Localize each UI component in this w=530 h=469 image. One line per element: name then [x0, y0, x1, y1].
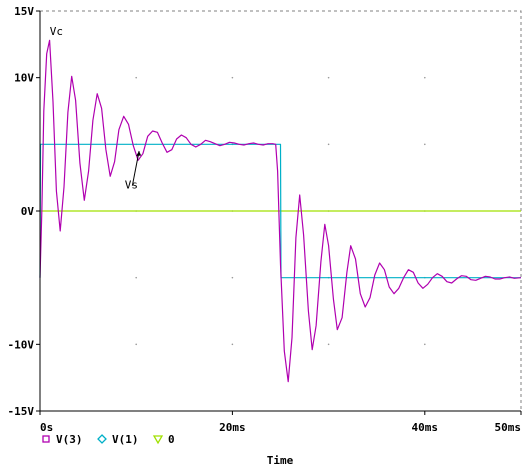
series-layer: [39, 39, 522, 383]
legend-marker-0: [152, 435, 164, 445]
grid-dot: [327, 76, 330, 79]
grid-dot: [135, 276, 137, 279]
y-tick-label: 15V: [14, 5, 34, 18]
vs-pointer-arrow: [131, 150, 140, 186]
grid-dot: [327, 343, 330, 346]
grid-dot: [424, 143, 426, 146]
y-tick-label: 10V: [14, 72, 34, 85]
grid-dot: [231, 76, 234, 79]
grid-dot: [231, 343, 234, 346]
x-axis-label: Time: [267, 454, 294, 467]
x-tick-label: 20ms: [219, 421, 246, 434]
legend-label-v3: V(3): [56, 433, 83, 446]
x-tick-label: 40ms: [412, 421, 439, 434]
x-tick-label: 50ms: [495, 421, 522, 434]
annotation-vc-label: Vc: [50, 25, 63, 38]
ticks-layer: 15V 10V 0V -10V -15V 0s 20ms 40ms 50ms: [8, 5, 522, 434]
grid-dot: [135, 76, 137, 79]
x-tick-label: 0s: [40, 421, 53, 434]
annotations-layer: Vc Vs: [50, 25, 142, 191]
legend-label-0: 0: [168, 433, 175, 446]
vs-pointer-arrowhead: [136, 151, 142, 156]
legend-label-v1: V(1): [112, 433, 139, 446]
grid-dot: [424, 343, 426, 346]
grid-dot: [231, 276, 234, 279]
grid-dot: [135, 343, 137, 346]
annotation-vs-label: Vs: [125, 178, 138, 191]
legend-marker-v3: [42, 435, 50, 443]
legend-marker-v1: [97, 434, 107, 444]
grid-dot: [327, 143, 330, 146]
y-tick-label: -15V: [8, 405, 35, 418]
y-tick-label: -10V: [8, 338, 35, 351]
grid-dot: [424, 76, 426, 79]
series-v3-line: [39, 39, 522, 383]
y-tick-label: 0V: [21, 205, 35, 218]
legend: V(3) V(1) 0: [42, 433, 175, 446]
